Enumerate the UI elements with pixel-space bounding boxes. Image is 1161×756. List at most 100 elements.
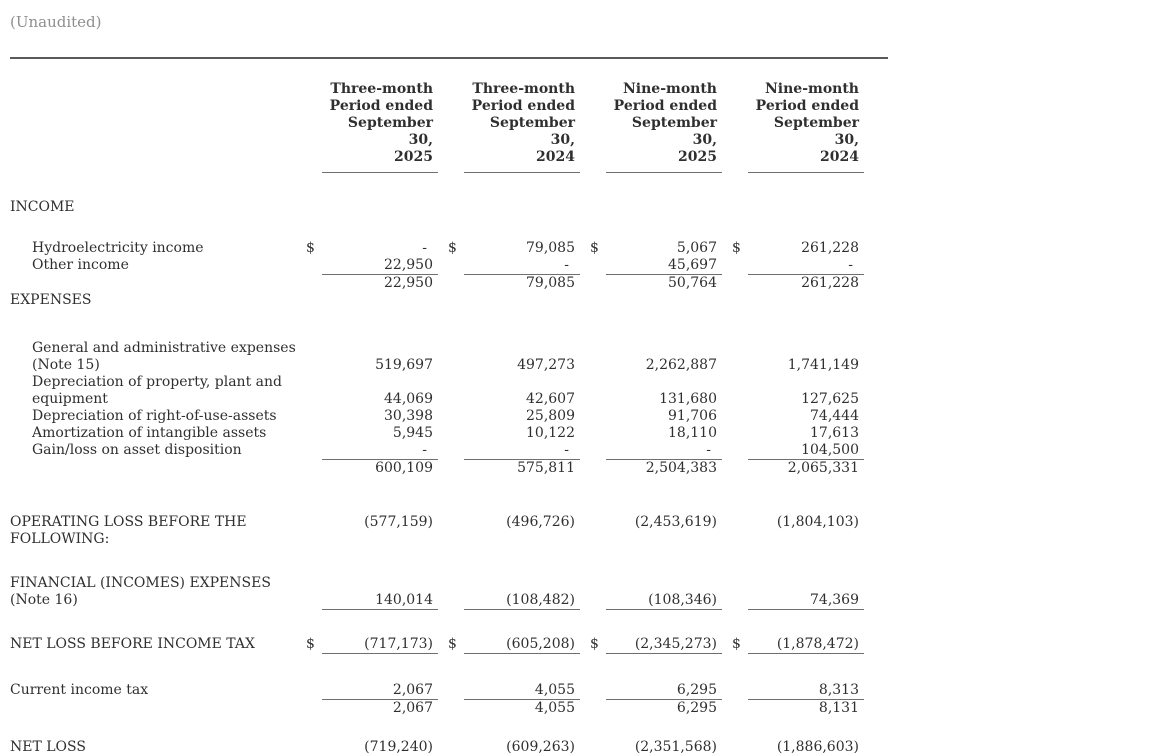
table-row: FINANCIAL (INCOMES) EXPENSES	[10, 575, 1161, 592]
value-cell: 74,444	[810, 408, 859, 424]
dollar-sign	[590, 592, 606, 610]
table-row: Other income 22,950 - 45,697 -	[10, 257, 1161, 275]
table-row: Amortization of intangible assets 5,945 10…	[10, 425, 1161, 442]
column-header: Nine-month Period ended September 30, 2024	[732, 81, 864, 173]
value-group: 2,065,331	[732, 460, 864, 477]
header-line: September	[631, 115, 717, 131]
value-cell: (2,453,619)	[634, 514, 717, 530]
dollar-sign	[448, 408, 464, 425]
header-line: 2025	[678, 149, 717, 165]
value-cell: (1,886,603)	[748, 739, 864, 756]
value-group: 25,809	[448, 408, 580, 425]
value-cell: 22,950	[384, 275, 433, 291]
dollar-sign	[590, 682, 606, 700]
dollar-sign	[590, 357, 606, 374]
value-group: (609,263)	[448, 739, 580, 756]
value-group: 131,680	[590, 391, 722, 408]
row-label: Other income	[32, 257, 129, 273]
row-label: Depreciation of right-of-use-assets	[32, 408, 277, 424]
dollar-sign	[732, 257, 748, 275]
value-cell: 5,067	[676, 240, 717, 256]
table-row: OPERATING LOSS BEFORE THE (577,159) (496,7…	[10, 514, 1161, 531]
value-group: 600,109	[306, 460, 438, 477]
row-label: Hydroelectricity income	[32, 240, 204, 256]
value-cell: 2,504,383	[645, 460, 717, 476]
value-group: (2,351,568)	[590, 739, 722, 756]
header-line: 2024	[536, 149, 575, 165]
value-cell: 8,313	[748, 682, 864, 700]
header-line: 2025	[394, 149, 433, 165]
value-group: 5,945	[306, 425, 438, 442]
column-header: Nine-month Period ended September 30, 2025	[590, 81, 722, 173]
value-cell: 6,295	[676, 700, 717, 716]
dollar-sign	[306, 275, 322, 292]
value-group: 18,110	[590, 425, 722, 442]
value-cell: (1,804,103)	[776, 514, 859, 530]
value-cell: 131,680	[659, 391, 717, 407]
dollar-sign	[448, 257, 464, 275]
value-cell: (605,208)	[464, 636, 580, 654]
dollar-sign	[306, 408, 322, 425]
dollar-sign	[306, 682, 322, 700]
dollar-sign	[732, 391, 748, 408]
dollar-sign: $	[448, 636, 457, 652]
column-header-underline: Nine-month Period ended September 30, 2025	[606, 81, 722, 173]
value-cell: 2,262,887	[645, 357, 717, 373]
dollar-sign: $	[590, 240, 599, 256]
table-row: General and administrative expenses	[10, 340, 1161, 357]
value-cell: 17,613	[810, 425, 859, 441]
value-cell: 5,945	[392, 425, 433, 441]
value-group: 44,069	[306, 391, 438, 408]
value-group: 79,085	[448, 275, 580, 292]
dollar-sign: $	[448, 240, 457, 256]
header-line: 30,	[834, 132, 859, 148]
header-line: 30,	[550, 132, 575, 148]
row-label: General and administrative expenses	[32, 340, 296, 356]
table-row: NET LOSS (719,240) (609,263) (2,351,568) (1,…	[10, 739, 1161, 756]
value-group: 45,697	[590, 257, 722, 275]
dollar-sign	[732, 275, 748, 292]
value-cell: (2,351,568)	[606, 739, 722, 756]
dollar-sign: $	[590, 636, 599, 652]
dollar-sign: $	[732, 636, 741, 652]
value-cell: 50,764	[668, 275, 717, 291]
dollar-sign	[732, 408, 748, 425]
dollar-sign	[732, 442, 748, 460]
dollar-sign	[306, 257, 322, 275]
value-cell: -	[748, 257, 864, 275]
value-cell: 497,273	[517, 357, 575, 373]
value-cell: 2,067	[392, 700, 433, 716]
row-label: equipment	[32, 391, 108, 407]
value-group: -	[448, 257, 580, 275]
header-line: 2024	[820, 149, 859, 165]
table-row: INCOME	[10, 199, 1161, 216]
value-group: (108,482)	[448, 592, 580, 610]
value-cell: 4,055	[464, 682, 580, 700]
value-cell: -	[422, 240, 427, 256]
table-row: Gain/loss on asset disposition - - - 104,500	[10, 442, 1161, 460]
header-line: 30,	[408, 132, 433, 148]
table-row: Depreciation of right-of-use-assets 30,39…	[10, 408, 1161, 425]
dollar-sign	[590, 514, 606, 531]
value-group: 42,607	[448, 391, 580, 408]
value-cell: -	[464, 442, 580, 460]
value-group: 30,398	[306, 408, 438, 425]
value-cell: -	[606, 442, 722, 460]
value-cell: 45,697	[606, 257, 722, 275]
table-row: NET LOSS BEFORE INCOME TAX $ (717,173) $ (60…	[10, 636, 1161, 654]
header-line: Nine-month	[623, 81, 717, 97]
value-group: $261,228	[732, 240, 864, 257]
header-line: Period ended	[329, 98, 433, 114]
row-label: OPERATING LOSS BEFORE THE	[10, 514, 247, 530]
value-cell: (577,159)	[364, 514, 433, 530]
value-group: 575,811	[448, 460, 580, 477]
value-group: 127,625	[732, 391, 864, 408]
dollar-sign	[448, 425, 464, 442]
header-line: Three-month	[472, 81, 575, 97]
value-group: 497,273	[448, 357, 580, 374]
dollar-sign	[306, 592, 322, 610]
table-row: Depreciation of property, plant and	[10, 374, 1161, 391]
value-group: 4,055	[448, 682, 580, 700]
dollar-sign	[590, 700, 606, 717]
